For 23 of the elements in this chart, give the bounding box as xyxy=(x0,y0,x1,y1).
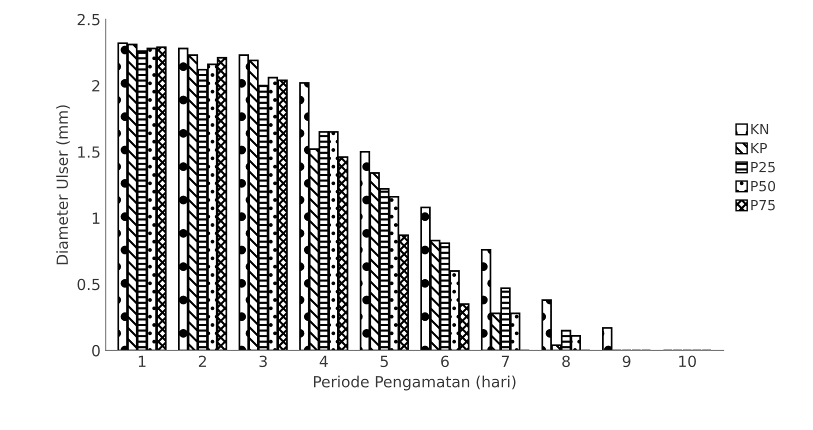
x-tick-label: 6 xyxy=(441,356,449,368)
legend-label: P25 xyxy=(751,162,775,172)
x-tick-label: 5 xyxy=(380,356,388,368)
y-tick-label: 2 xyxy=(92,80,100,92)
x-tick-label: 9 xyxy=(622,356,630,368)
x-tick-label: 10 xyxy=(679,356,696,368)
legend-label: KN xyxy=(751,124,768,134)
y-tick-label: 0 xyxy=(92,344,100,356)
legend-label: KP xyxy=(751,143,767,154)
x-tick-label: 3 xyxy=(259,356,267,368)
x-tick-label: 4 xyxy=(320,356,328,367)
y-tick-label: 1.5 xyxy=(78,146,100,158)
x-axis-title: Periode Pengamatan (hari) xyxy=(314,376,516,390)
x-tick-label: 1 xyxy=(138,356,146,367)
y-axis-title: Diameter Ulser (mm) xyxy=(56,105,70,264)
y-tick-label: 0.5 xyxy=(78,278,100,290)
y-tick-label: 1 xyxy=(92,212,100,224)
legend-label: P50 xyxy=(751,180,776,192)
legend-label: P75 xyxy=(751,200,775,210)
x-tick-label: 7 xyxy=(502,356,510,367)
x-tick-label: 8 xyxy=(562,356,570,368)
x-tick-label: 2 xyxy=(198,356,206,367)
y-tick-label: 2.5 xyxy=(78,14,100,26)
